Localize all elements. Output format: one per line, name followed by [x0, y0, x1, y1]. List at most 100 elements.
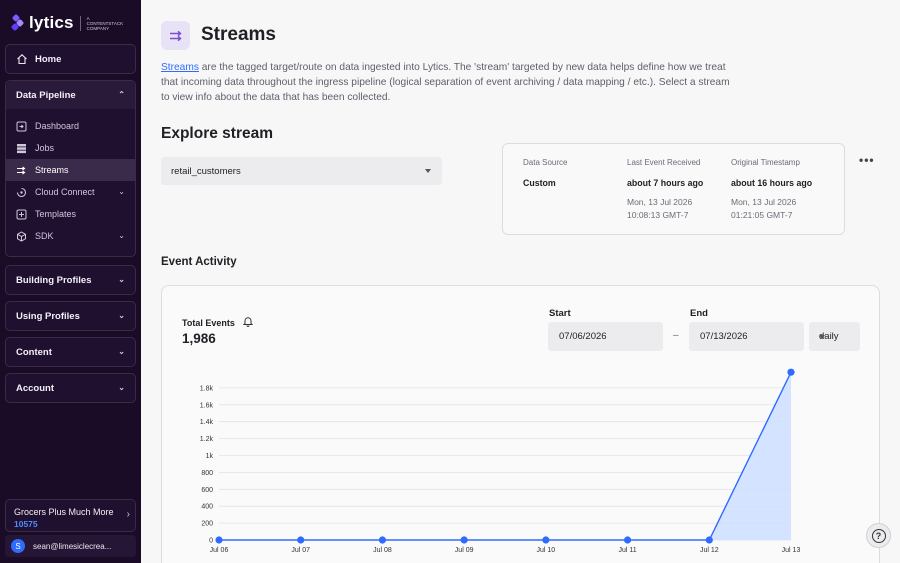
lytics-logo-icon: [10, 13, 25, 32]
x-tick-label: Jul 12: [700, 547, 719, 554]
sidebar-item-label: Dashboard: [35, 121, 80, 131]
end-label: End: [690, 308, 708, 319]
sidebar-section-label: Data Pipeline: [16, 89, 76, 101]
help-button[interactable]: ?: [866, 523, 891, 548]
home-icon: [16, 53, 28, 65]
chevron-up-icon: ⌃: [118, 90, 125, 99]
sidebar-section-label: Content: [16, 346, 52, 358]
y-tick-label: 1.2k: [200, 436, 214, 443]
sidebar-section-account[interactable]: Account ⌄: [5, 373, 136, 403]
sidebar-item-label: Cloud Connect: [35, 187, 95, 197]
sidebar-item-label: Templates: [35, 209, 77, 219]
user-email: sean@limesiclecrea...: [33, 541, 112, 551]
explore-stream-heading: Explore stream: [161, 125, 273, 142]
y-tick-label: 200: [201, 521, 213, 528]
sidebar-section-content[interactable]: Content ⌄: [5, 337, 136, 367]
y-tick-label: 600: [201, 487, 213, 494]
bell-icon[interactable]: [242, 316, 254, 329]
event-activity-heading: Event Activity: [161, 256, 237, 268]
account-name: Grocers Plus Much More: [14, 507, 114, 517]
data-point: [787, 368, 795, 376]
brand-tagline: A CONTENTSTACK COMPANY: [79, 15, 124, 31]
dashboard-icon: [16, 121, 27, 132]
total-events-text: Total Events: [182, 317, 235, 328]
total-events-value: 1,986: [182, 331, 216, 346]
start-date-input[interactable]: 07/06/2026: [548, 322, 663, 351]
last-event-label: Last Event Received: [627, 158, 701, 167]
main-content: Streams Streams are the tagged target/ro…: [141, 0, 900, 563]
sidebar-section-label: Account: [16, 382, 54, 394]
cloud-connect-icon: [16, 187, 27, 198]
x-tick-label: Jul 10: [537, 547, 556, 554]
total-events-label: Total Events: [182, 316, 254, 329]
caret-down-icon: [819, 335, 825, 339]
sidebar-item-templates[interactable]: Templates: [6, 203, 135, 225]
y-tick-label: 1.4k: [200, 419, 214, 426]
y-tick-label: 800: [201, 470, 213, 477]
y-tick-label: 1.6k: [200, 402, 214, 409]
lytics-logo[interactable]: lytics A CONTENTSTACK COMPANY: [10, 13, 124, 33]
sidebar-item-sdk[interactable]: SDK ⌄: [6, 225, 135, 247]
sidebar-section-using-profiles[interactable]: Using Profiles ⌄: [5, 301, 136, 331]
x-tick-label: Jul 08: [373, 547, 392, 554]
chevron-down-icon: ⌄: [118, 231, 125, 240]
x-tick-label: Jul 11: [618, 547, 636, 554]
start-date-value: 07/06/2026: [559, 331, 607, 342]
sidebar-item-streams[interactable]: Streams: [6, 159, 135, 181]
brand-name: lytics: [29, 13, 74, 32]
original-timestamp-date: Mon, 13 Jul 2026: [731, 197, 797, 207]
y-tick-label: 400: [201, 504, 213, 511]
chevron-down-icon: ⌄: [118, 275, 125, 284]
series-line: [219, 371, 792, 541]
data-point: [460, 536, 468, 544]
stream-select[interactable]: retail_customers: [161, 157, 442, 185]
last-event-time: 10:08:13 GMT-7: [627, 210, 689, 220]
sidebar: lytics A CONTENTSTACK COMPANY Home Data …: [0, 0, 141, 563]
end-date-input[interactable]: 07/13/2026: [689, 322, 804, 351]
chevron-down-icon: ⌄: [118, 347, 125, 356]
interval-select[interactable]: daily: [809, 322, 860, 351]
stream-info-card: Data Source Custom Last Event Received a…: [502, 143, 845, 235]
data-source-label: Data Source: [523, 158, 568, 167]
sidebar-item-jobs[interactable]: Jobs: [6, 137, 135, 159]
data-point: [378, 536, 387, 544]
user-menu[interactable]: S sean@limesiclecrea...: [5, 535, 136, 557]
x-tick-label: Jul 09: [455, 547, 474, 554]
chevron-down-icon: ⌄: [118, 187, 125, 196]
sidebar-section-label: Building Profiles: [16, 274, 92, 286]
x-tick-label: Jul 07: [291, 547, 310, 554]
data-point: [705, 536, 713, 544]
sidebar-item-cloud-connect[interactable]: Cloud Connect ⌄: [6, 181, 135, 203]
date-range-separator: –: [673, 330, 679, 341]
page-title: Streams: [201, 24, 276, 45]
last-event-date: Mon, 13 Jul 2026: [627, 197, 693, 207]
account-id: 10575: [14, 519, 38, 529]
y-tick-label: 1k: [206, 453, 214, 460]
sidebar-section-building-profiles[interactable]: Building Profiles ⌄: [5, 265, 136, 295]
more-options-icon[interactable]: •••: [859, 153, 875, 167]
data-source-value: Custom: [523, 178, 556, 188]
sidebar-section-data-pipeline: Data Pipeline ⌃ Dashboard Jobs Streams C…: [5, 80, 136, 257]
y-tick-label: 1.8k: [200, 385, 214, 392]
sidebar-section-label: Using Profiles: [16, 310, 80, 322]
streams-icon: [16, 165, 27, 176]
sidebar-item-label: Streams: [35, 165, 69, 175]
x-tick-label: Jul 06: [210, 547, 229, 554]
last-event-value: about 7 hours ago: [627, 178, 704, 188]
end-date-value: 07/13/2026: [700, 331, 748, 342]
sdk-icon: [16, 230, 27, 242]
streams-icon: [161, 21, 190, 50]
chevron-down-icon: ⌄: [118, 383, 125, 392]
chevron-down-icon: ⌄: [118, 311, 125, 320]
sidebar-item-home[interactable]: Home: [5, 44, 136, 74]
sidebar-item-dashboard[interactable]: Dashboard: [6, 115, 135, 137]
account-switcher[interactable]: Grocers Plus Much More 10575 ›: [5, 499, 136, 532]
area-fill: [219, 372, 791, 540]
caret-down-icon: [425, 169, 431, 173]
chevron-right-icon: ›: [126, 509, 130, 520]
sidebar-item-label: Home: [35, 53, 62, 65]
original-timestamp-label: Original Timestamp: [731, 158, 800, 167]
start-label: Start: [549, 308, 571, 319]
sidebar-section-toggle[interactable]: Data Pipeline ⌃: [6, 81, 135, 109]
streams-docs-link[interactable]: Streams: [161, 62, 199, 73]
